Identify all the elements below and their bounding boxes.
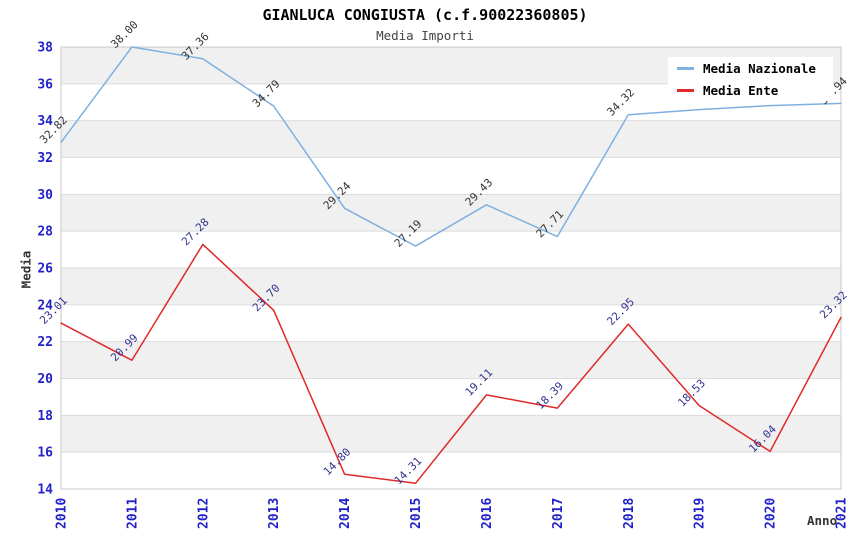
- y-tick-label: 24: [37, 298, 53, 313]
- plot-band: [61, 415, 841, 453]
- x-tick-label: 2011: [125, 498, 140, 529]
- x-tick-label: 2012: [196, 498, 211, 529]
- x-axis-title: Anno: [807, 513, 838, 528]
- chart-subtitle: Media Importi: [376, 28, 474, 43]
- series-line-media-ente: [60, 243, 842, 485]
- plot-border: [60, 46, 842, 490]
- legend-swatch: [677, 88, 694, 92]
- point-label: 38.00: [108, 18, 141, 51]
- x-tick-label: 2017: [551, 498, 566, 529]
- x-tick-label: 2019: [693, 498, 708, 529]
- y-tick-label: 16: [37, 446, 53, 461]
- plot-band: [61, 304, 841, 342]
- legend-item-media-ente: Media Ente: [668, 82, 833, 99]
- plot-band: [61, 120, 841, 158]
- series-line-media-nazionale: [60, 46, 842, 247]
- x-tick-label: 2016: [480, 498, 495, 529]
- plot-band: [61, 231, 841, 268]
- plot-band: [61, 157, 841, 195]
- legend: Media Nazionale Media Ente: [668, 57, 833, 101]
- legend-item-media-nazionale: Media Nazionale: [668, 60, 833, 77]
- x-tick-label: 2021: [835, 498, 850, 529]
- y-tick-label: 20: [37, 372, 53, 387]
- y-tick-label: 36: [37, 77, 53, 92]
- legend-label: Media Ente: [703, 82, 779, 98]
- y-tick-label: 38: [37, 41, 53, 56]
- x-tick-label: 2010: [55, 498, 70, 529]
- y-tick-label: 34: [37, 114, 53, 129]
- x-tick-label: 2018: [622, 498, 637, 529]
- y-tick-label: 28: [37, 225, 53, 240]
- plot-band: [61, 341, 841, 379]
- legend-swatch: [677, 66, 694, 70]
- plot-band: [61, 452, 841, 489]
- legend-label: Media Nazionale: [703, 60, 816, 76]
- x-tick-label: 2014: [338, 498, 353, 529]
- y-tick-label: 26: [37, 262, 53, 277]
- x-tick-label: 2013: [267, 498, 282, 529]
- x-tick-label: 2020: [764, 498, 779, 529]
- y-tick-label: 30: [37, 188, 53, 203]
- plot-band: [61, 378, 841, 416]
- y-tick-label: 22: [37, 335, 53, 350]
- y-tick-label: 18: [37, 409, 53, 424]
- x-tick-label: 2015: [409, 498, 424, 529]
- chart-title: GIANLUCA CONGIUSTA (c.f.90022360805): [262, 6, 588, 24]
- plot-band: [61, 268, 841, 305]
- y-tick-label: 14: [37, 483, 53, 498]
- y-tick-label: 32: [37, 151, 53, 166]
